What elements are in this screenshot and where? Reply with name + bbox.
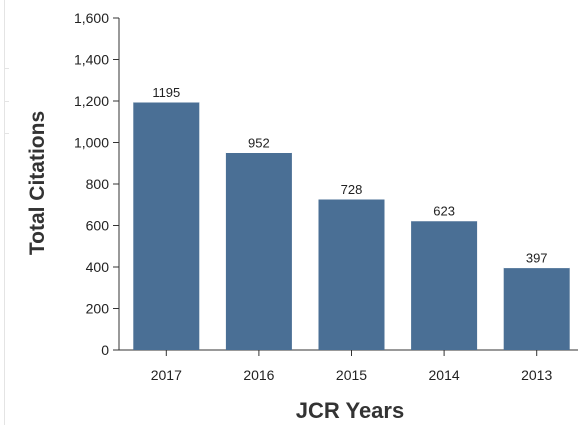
y-axis: 0 200 400 600 800 1,000 1,200 1,400 1,600 bbox=[74, 10, 120, 358]
bar-value-label: 397 bbox=[526, 251, 548, 266]
bar-value-label: 952 bbox=[248, 135, 270, 150]
panel-divider-tick bbox=[4, 101, 9, 102]
y-tick-label: 600 bbox=[86, 218, 110, 234]
x-tick-label: 2015 bbox=[336, 367, 367, 383]
y-tick-label: 0 bbox=[101, 342, 109, 358]
x-tick-label: 2014 bbox=[429, 367, 460, 383]
bar-2013 bbox=[503, 267, 570, 350]
bar-value-label: 728 bbox=[341, 182, 363, 197]
panel-divider-tick bbox=[4, 133, 9, 134]
y-tick-label: 1,000 bbox=[74, 135, 109, 151]
y-tick-label: 1,200 bbox=[74, 93, 109, 109]
x-axis: 2017 2016 2015 2014 2013 bbox=[113, 349, 578, 383]
x-axis-title: JCR Years bbox=[296, 398, 404, 423]
panel-divider-tick bbox=[4, 68, 9, 69]
bar-2017 bbox=[133, 102, 200, 350]
bars: 1195 952 728 623 397 bbox=[133, 85, 570, 350]
y-tick-label: 200 bbox=[86, 301, 110, 317]
panel-divider bbox=[4, 0, 5, 425]
y-tick-label: 400 bbox=[86, 259, 110, 275]
bar-value-label: 623 bbox=[433, 204, 455, 219]
bar-2014 bbox=[411, 220, 478, 350]
bar-2016 bbox=[225, 152, 292, 350]
y-axis-title: Total Citations bbox=[26, 111, 49, 255]
bar-value-label: 1195 bbox=[152, 85, 180, 100]
x-tick-label: 2016 bbox=[243, 367, 274, 383]
bar-2015 bbox=[318, 198, 385, 350]
x-tick-label: 2017 bbox=[151, 367, 182, 383]
y-tick-label: 1,400 bbox=[74, 52, 109, 68]
y-tick-label: 1,600 bbox=[74, 10, 109, 26]
y-tick-label: 800 bbox=[86, 176, 110, 192]
x-tick-label: 2013 bbox=[521, 367, 552, 383]
